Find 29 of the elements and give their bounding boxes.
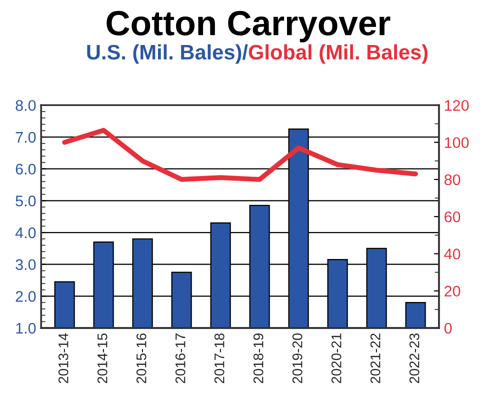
x-tick-label: 2014-15 bbox=[97, 333, 108, 384]
x-tick-label: 2016-17 bbox=[175, 334, 186, 384]
y2-tick-label: 120 bbox=[444, 100, 469, 111]
y2-tick-label: 80 bbox=[444, 174, 460, 186]
line-series bbox=[62, 128, 418, 182]
chart-title: Cotton Carryover bbox=[106, 10, 390, 42]
y-tick-label: 5.0 bbox=[16, 196, 36, 206]
y-tick-label: 8.0 bbox=[16, 100, 36, 111]
y2-tick-label: 40 bbox=[444, 248, 460, 260]
x-tick-label: 2013-14 bbox=[58, 333, 68, 384]
y2-axis-title: Global (Mil. Bales) bbox=[248, 44, 428, 64]
x-tick-label: 2019-20 bbox=[292, 333, 302, 384]
y-tick-label: 4.0 bbox=[15, 227, 36, 238]
x-tick-label: 2022-23 bbox=[409, 333, 420, 384]
y2-tick-label: 60 bbox=[444, 211, 460, 222]
y-tick-label: 6.0 bbox=[16, 164, 36, 175]
y2-tick-label: 0 bbox=[444, 322, 452, 334]
x-tick-label: 2020-21 bbox=[331, 334, 342, 384]
x-tick-label: 2015-16 bbox=[136, 333, 146, 384]
y-tick-label: 2.0 bbox=[16, 291, 36, 302]
x-tick-label: 2017-18 bbox=[214, 333, 224, 384]
y-tick-label: 1.0 bbox=[16, 322, 36, 334]
x-tick-label: 2021-22 bbox=[370, 334, 380, 384]
x-tick-label: 2018-19 bbox=[253, 334, 264, 384]
y-tick-label: 3.0 bbox=[16, 259, 36, 270]
y2-tick-label: 20 bbox=[444, 286, 460, 297]
y-axis-title: U.S. (Mil. Bales)/ bbox=[87, 44, 248, 64]
y-tick-label: 7.0 bbox=[16, 132, 36, 143]
y2-tick-label: 100 bbox=[444, 137, 469, 148]
